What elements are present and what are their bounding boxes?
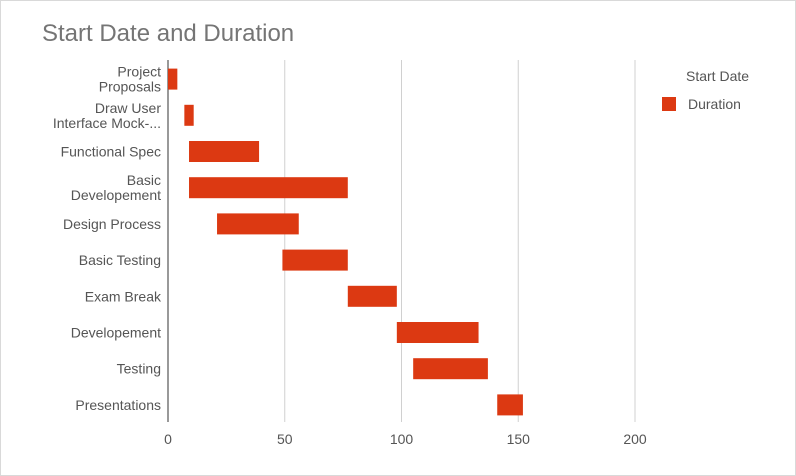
legend-label-duration: Duration [688, 96, 741, 112]
x-tick-label: 0 [164, 431, 172, 447]
duration-bar[interactable] [396, 322, 479, 343]
legend-item-start-date[interactable]: Start Date [662, 62, 749, 90]
category-label: Exam Break [85, 288, 162, 304]
duration-bar[interactable] [184, 104, 194, 126]
legend: Start Date Duration [662, 62, 749, 118]
duration-bar[interactable] [282, 249, 348, 271]
category-label: Functional Spec [61, 144, 161, 160]
category-label: Presentations [75, 397, 161, 413]
duration-bar[interactable] [189, 141, 260, 162]
legend-item-duration[interactable]: Duration [662, 90, 749, 118]
category-label: Proposals [99, 79, 161, 95]
x-tick-label: 150 [507, 431, 531, 447]
category-label: Basic [127, 172, 161, 188]
category-label: Developement [71, 187, 161, 203]
legend-swatch-duration [662, 97, 676, 111]
category-label: Developement [71, 325, 161, 341]
category-label: Project [117, 64, 161, 80]
x-tick-label: 100 [390, 431, 414, 447]
category-label: Design Process [63, 216, 161, 232]
duration-bar[interactable] [347, 285, 397, 307]
category-label: Draw User [95, 100, 161, 116]
chart-title: Start Date and Duration [42, 20, 295, 47]
duration-bar[interactable] [497, 394, 523, 416]
legend-label-start-date: Start Date [686, 68, 750, 84]
category-label: Basic Testing [79, 252, 161, 268]
x-tick-label: 200 [623, 431, 647, 447]
category-label: Testing [117, 361, 161, 377]
duration-bar[interactable] [189, 177, 348, 199]
x-tick-label: 50 [277, 431, 293, 447]
duration-bar[interactable] [168, 68, 178, 90]
category-label: Interface Mock-... [53, 115, 161, 131]
duration-bar[interactable] [217, 213, 299, 235]
duration-bar[interactable] [413, 358, 488, 380]
